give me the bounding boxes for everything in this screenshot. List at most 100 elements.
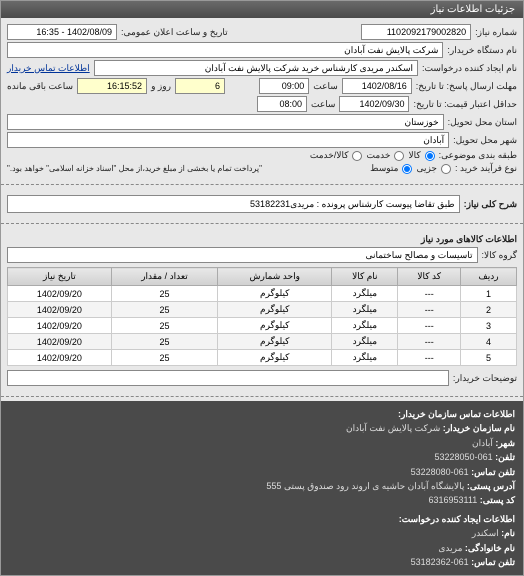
- separator-1: [1, 184, 523, 185]
- table-row: 2---میلگردکیلوگرم251402/09/20: [8, 302, 517, 318]
- deadline-time-label: ساعت: [313, 81, 338, 92]
- table-cell: 1402/09/20: [8, 318, 112, 334]
- table-row: 3---میلگردکیلوگرم251402/09/20: [8, 318, 517, 334]
- requester-label: نام ایجاد کننده درخواست:: [422, 63, 517, 74]
- table-cell: کیلوگرم: [218, 350, 332, 366]
- table-row: 5---میلگردکیلوگرم251402/09/20: [8, 350, 517, 366]
- main-panel: جزئیات اطلاعات نیاز شماره نیاز: 11020921…: [0, 0, 524, 576]
- days-label: روز و: [151, 81, 171, 92]
- buyer-desc-label: توضیحات خریدار:: [453, 373, 517, 384]
- contact-city-label: شهر:: [495, 438, 515, 448]
- table-cell: 1402/09/20: [8, 302, 112, 318]
- deadline-time-field: 09:00: [259, 78, 309, 94]
- table-cell: 25: [111, 334, 218, 350]
- table-cell: میلگرد: [332, 318, 398, 334]
- table-cell: کیلوگرم: [218, 302, 332, 318]
- postal-value: 6316953111: [429, 495, 478, 505]
- goods-section: اطلاعات کالاهای مورد نیاز گروه کالا: تاس…: [1, 228, 523, 392]
- province-field: خوزستان: [7, 114, 444, 130]
- table-header: تاریخ نیاز: [8, 268, 112, 286]
- radio-medium[interactable]: [402, 164, 412, 174]
- table-cell: کیلوگرم: [218, 334, 332, 350]
- fax-label: تلفن تماس:: [471, 467, 515, 477]
- desc-section: شرح کلی نیاز: طبق تقاضا پیوست کارشناس پر…: [1, 189, 523, 219]
- days-field: 6: [175, 78, 225, 94]
- opt-goods: کالا: [408, 150, 420, 161]
- opt-partial: جزیی: [416, 163, 437, 174]
- name-value: اسکندر: [472, 528, 499, 538]
- fax-value: 061-53228080: [411, 467, 469, 477]
- table-cell: 25: [111, 350, 218, 366]
- name-label: نام:: [501, 528, 515, 538]
- validity-time-field: 08:00: [257, 96, 307, 112]
- goods-table: ردیفکد کالانام کالاواحد شمارشتعداد / مقد…: [7, 267, 517, 366]
- req-header: اطلاعات ایجاد کننده درخواست:: [399, 514, 515, 524]
- deadline-label: مهلت ارسال پاسخ: تا تاریخ:: [416, 81, 517, 92]
- goods-header: اطلاعات کالاهای مورد نیاز: [421, 234, 517, 245]
- table-header: تعداد / مقدار: [111, 268, 218, 286]
- table-cell: میلگرد: [332, 302, 398, 318]
- tel-label: تلفن:: [495, 452, 515, 462]
- table-cell: میلگرد: [332, 334, 398, 350]
- phone-value: 061-53182362: [411, 557, 469, 567]
- group-field: تاسیسات و مصالح ساختمانی: [7, 247, 478, 263]
- contact-city-value: آبادان: [472, 438, 493, 448]
- radio-goods-service[interactable]: [352, 151, 362, 161]
- buyer-field: شرکت پالایش نفت آبادان: [7, 42, 443, 58]
- validity-date-field: 1402/09/30: [339, 96, 409, 112]
- table-cell: ---: [398, 334, 461, 350]
- opt-service: خدمت: [366, 150, 390, 161]
- table-cell: میلگرد: [332, 350, 398, 366]
- contact-link[interactable]: اطلاعات تماس خریدار: [7, 63, 90, 74]
- addr-value: پالایشگاه آبادان حاشیه ی اروند رود صندوق…: [266, 481, 464, 491]
- buyer-desc-field: [7, 370, 449, 386]
- table-cell: 2: [461, 302, 517, 318]
- phone-label: تلفن تماس:: [471, 557, 515, 567]
- radio-goods[interactable]: [425, 151, 435, 161]
- table-header: کد کالا: [398, 268, 461, 286]
- table-row: 1---میلگردکیلوگرم251402/09/20: [8, 286, 517, 302]
- org-label: نام سازمان خریدار:: [443, 423, 515, 433]
- org-value: شرکت پالایش نفت آبادان: [346, 423, 440, 433]
- remain-field: 16:15:52: [77, 78, 147, 94]
- city-field: آبادان: [7, 132, 449, 148]
- opt-medium: متوسط: [370, 163, 398, 174]
- process-note: "پرداخت تمام یا بخشی از مبلغ خرید،از محل…: [7, 164, 262, 173]
- province-label: استان محل تحویل:: [448, 117, 517, 128]
- city-label: شهر محل تحویل:: [453, 135, 517, 146]
- desc-label: شرح کلی نیاز:: [464, 199, 517, 210]
- table-cell: 5: [461, 350, 517, 366]
- validity-label: حداقل اعتبار قیمت: تا تاریخ:: [413, 99, 517, 110]
- table-cell: 1402/09/20: [8, 334, 112, 350]
- table-header: نام کالا: [332, 268, 398, 286]
- table-header: ردیف: [461, 268, 517, 286]
- contact-section: اطلاعات تماس سازمان خریدار: نام سازمان خ…: [1, 401, 523, 575]
- table-cell: ---: [398, 350, 461, 366]
- table-row: 4---میلگردکیلوگرم251402/09/20: [8, 334, 517, 350]
- process-label: نوع فرآیند خرید :: [455, 163, 517, 174]
- tel-value: 061-53228050: [435, 452, 493, 462]
- remain-label: ساعت باقی مانده: [7, 81, 73, 92]
- info-section: شماره نیاز: 1102092179002820 تاریخ و ساع…: [1, 18, 523, 180]
- radio-service[interactable]: [394, 151, 404, 161]
- postal-label: کد پستی:: [480, 495, 515, 505]
- group-label: گروه کالا:: [482, 250, 517, 261]
- announce-field: 1402/08/09 - 16:35: [7, 24, 117, 40]
- lname-label: نام خانوادگی:: [465, 543, 515, 553]
- table-cell: 1402/09/20: [8, 286, 112, 302]
- announce-label: تاریخ و ساعت اعلان عمومی:: [121, 27, 228, 38]
- panel-header: جزئیات اطلاعات نیاز: [1, 1, 523, 18]
- table-cell: ---: [398, 318, 461, 334]
- requester-field: اسکندر مریدی کارشناس خرید شرکت پالایش نف…: [94, 60, 418, 76]
- buyer-label: نام دستگاه خریدار:: [447, 45, 517, 56]
- table-cell: 4: [461, 334, 517, 350]
- req-no-label: شماره نیاز:: [475, 27, 517, 38]
- radio-partial[interactable]: [441, 164, 451, 174]
- addr-label: آدرس پستی:: [467, 481, 515, 491]
- table-cell: ---: [398, 286, 461, 302]
- table-cell: کیلوگرم: [218, 286, 332, 302]
- table-cell: ---: [398, 302, 461, 318]
- topic-class-label: طبقه بندی موضوعی:: [439, 150, 517, 161]
- deadline-date-field: 1402/08/16: [342, 78, 412, 94]
- validity-time-label: ساعت: [311, 99, 336, 110]
